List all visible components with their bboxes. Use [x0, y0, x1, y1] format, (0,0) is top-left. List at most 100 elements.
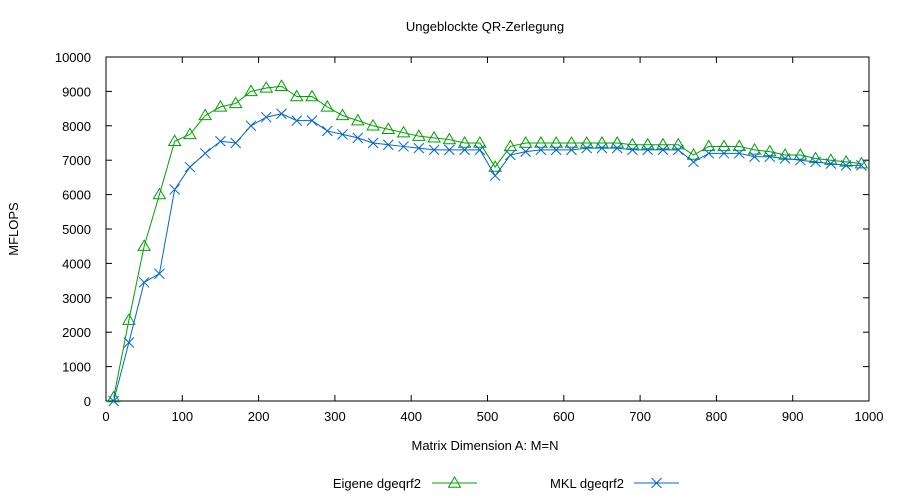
- data-point: [581, 142, 593, 154]
- marker-stroke: [642, 144, 654, 156]
- data-point: [108, 395, 119, 407]
- data-point: [566, 144, 577, 156]
- chart-title: Ungeblockte QR-Zerlegung: [406, 19, 564, 34]
- marker-stroke: [245, 120, 257, 132]
- marker-stroke: [337, 129, 348, 140]
- data-point: [366, 118, 380, 131]
- marker-stroke: [657, 144, 669, 156]
- x-tick-label: 900: [782, 409, 804, 424]
- x-tick-labels: 0 100 200 300 400 500 600 700 800 900 1000: [102, 409, 883, 424]
- data-point: [520, 146, 532, 157]
- x-tick-label: 400: [400, 409, 422, 424]
- data-point: [259, 80, 274, 93]
- data-point: [686, 148, 701, 160]
- marker-stroke: [611, 142, 623, 154]
- marker-stroke: [550, 144, 562, 156]
- data-point: [335, 108, 350, 121]
- data-point: [169, 184, 181, 195]
- data-point: [291, 115, 303, 126]
- marker-stroke: [215, 135, 226, 147]
- data-point: [764, 151, 776, 163]
- x-tick-label: 300: [324, 409, 346, 424]
- data-point: [823, 153, 838, 165]
- data-point: [625, 137, 640, 150]
- axis-ticks: [105, 56, 870, 402]
- marker-stroke: [367, 137, 379, 149]
- legend-sample-mkl: [634, 477, 679, 489]
- data-point: [549, 136, 564, 148]
- x-axis-label: Matrix Dimension A: M=N: [411, 438, 558, 453]
- marker-stroke: [443, 144, 455, 156]
- data-point: [671, 137, 686, 150]
- data-point: [411, 129, 426, 141]
- data-point: [213, 99, 228, 112]
- data-point: [732, 139, 747, 152]
- marker-stroke: [306, 115, 318, 126]
- y-tick-label: 4000: [62, 256, 91, 271]
- data-point: [642, 144, 654, 156]
- marker-stroke: [184, 161, 196, 173]
- data-point: [701, 139, 716, 152]
- marker-stroke: [733, 147, 745, 159]
- y-tick-label: 3000: [62, 291, 91, 306]
- series-mkl: [108, 108, 867, 407]
- marker-stroke: [566, 144, 577, 156]
- data-point: [794, 154, 806, 166]
- data-point: [657, 144, 669, 156]
- data-point: [595, 136, 609, 148]
- marker-stroke: [596, 142, 608, 154]
- x-tick-label: 700: [629, 409, 651, 424]
- data-point: [244, 84, 258, 97]
- y-axis-label: MFLOPS: [6, 202, 21, 256]
- marker-stroke: [581, 142, 593, 154]
- data-point: [550, 144, 562, 156]
- data-point: [610, 136, 625, 148]
- data-point: [718, 147, 730, 159]
- marker-stroke: [627, 144, 638, 156]
- data-point: [427, 130, 441, 143]
- data-point: [367, 137, 379, 149]
- data-point: [611, 142, 623, 154]
- marker-stroke: [108, 395, 119, 407]
- y-tick-label: 7000: [62, 153, 91, 168]
- data-point: [717, 139, 731, 152]
- data-point: [276, 108, 287, 120]
- data-point: [381, 122, 396, 134]
- data-point: [154, 268, 165, 280]
- data-point: [320, 99, 335, 112]
- data-point: [656, 137, 670, 150]
- series-layer: [106, 79, 869, 407]
- marker-stroke: [291, 115, 303, 126]
- marker-stroke: [154, 268, 165, 280]
- data-point: [184, 161, 196, 173]
- data-point: [534, 136, 548, 148]
- data-point: [518, 136, 533, 148]
- data-point: [350, 113, 365, 126]
- legend-marker: [651, 477, 662, 489]
- marker-stroke: [535, 144, 547, 156]
- data-point: [489, 170, 501, 182]
- marker-stroke: [123, 337, 135, 348]
- marker-stroke: [794, 154, 806, 166]
- legend-label-mkl: MKL dgeqrf2: [550, 476, 624, 491]
- data-point: [503, 139, 518, 152]
- data-point: [183, 127, 197, 140]
- data-point: [505, 149, 516, 161]
- marker-stroke: [520, 146, 532, 157]
- data-point: [306, 115, 318, 126]
- marker-stroke: [825, 158, 837, 169]
- marker-stroke: [505, 149, 516, 161]
- data-point: [810, 156, 821, 168]
- marker-stroke: [276, 108, 287, 120]
- legend-label-eigene: Eigene dgeqrf2: [333, 476, 421, 491]
- y-tick-label: 2000: [62, 325, 91, 340]
- data-point: [808, 151, 823, 164]
- data-point: [152, 187, 167, 200]
- data-point: [199, 147, 211, 159]
- y-tick-label: 8000: [62, 119, 91, 134]
- marker-stroke: [703, 147, 715, 159]
- data-point: [579, 136, 594, 148]
- marker-stroke: [764, 151, 776, 163]
- marker-stroke: [459, 144, 470, 156]
